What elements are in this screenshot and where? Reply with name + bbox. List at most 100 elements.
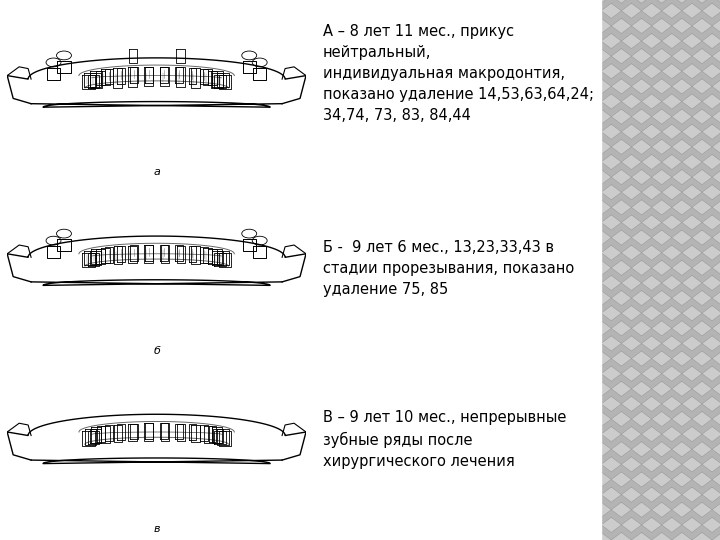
Polygon shape [601,396,621,411]
Polygon shape [702,427,720,442]
Polygon shape [631,260,652,275]
Polygon shape [652,49,672,64]
Polygon shape [631,170,652,185]
Polygon shape [642,124,662,139]
Polygon shape [682,306,702,321]
Polygon shape [652,291,672,306]
Polygon shape [642,487,662,502]
Polygon shape [662,306,682,321]
Polygon shape [702,3,720,18]
Polygon shape [621,154,642,170]
Polygon shape [642,245,662,260]
Polygon shape [662,185,682,200]
Polygon shape [672,411,692,427]
Polygon shape [642,396,662,411]
Polygon shape [712,442,720,457]
Polygon shape [631,291,652,306]
Polygon shape [692,0,712,3]
Polygon shape [591,472,611,487]
Polygon shape [631,472,652,487]
Polygon shape [601,154,621,170]
Polygon shape [611,230,631,245]
Polygon shape [621,517,642,532]
Polygon shape [692,230,712,245]
Polygon shape [571,260,591,275]
Polygon shape [631,0,652,3]
Polygon shape [621,33,642,49]
Polygon shape [652,79,672,94]
Polygon shape [611,109,631,124]
Polygon shape [682,124,702,139]
Polygon shape [672,260,692,275]
Polygon shape [662,366,682,381]
Polygon shape [682,366,702,381]
Polygon shape [662,33,682,49]
Polygon shape [591,200,611,215]
Polygon shape [621,185,642,200]
Polygon shape [672,49,692,64]
Polygon shape [642,215,662,230]
Polygon shape [702,185,720,200]
Polygon shape [692,532,712,540]
Polygon shape [702,64,720,79]
Polygon shape [642,154,662,170]
Polygon shape [712,200,720,215]
Polygon shape [601,457,621,472]
Polygon shape [652,18,672,33]
Polygon shape [672,321,692,336]
Polygon shape [591,230,611,245]
Polygon shape [682,487,702,502]
Polygon shape [631,502,652,517]
Polygon shape [611,532,631,540]
Polygon shape [702,487,720,502]
Polygon shape [662,487,682,502]
Polygon shape [662,3,682,18]
Polygon shape [621,215,642,230]
Polygon shape [601,215,621,230]
Polygon shape [672,502,692,517]
Polygon shape [712,411,720,427]
Text: в: в [153,524,160,534]
Polygon shape [581,33,601,49]
Polygon shape [601,427,621,442]
Polygon shape [601,306,621,321]
Polygon shape [621,275,642,291]
Polygon shape [591,0,611,3]
Polygon shape [692,49,712,64]
Polygon shape [642,366,662,381]
Polygon shape [591,170,611,185]
Polygon shape [672,532,692,540]
Polygon shape [621,457,642,472]
Polygon shape [601,124,621,139]
Polygon shape [682,33,702,49]
Polygon shape [611,321,631,336]
Polygon shape [631,79,652,94]
Polygon shape [581,215,601,230]
Bar [601,0,720,540]
Polygon shape [611,170,631,185]
Polygon shape [621,3,642,18]
Polygon shape [611,49,631,64]
Polygon shape [601,487,621,502]
Polygon shape [692,200,712,215]
Polygon shape [571,532,591,540]
Polygon shape [712,109,720,124]
Polygon shape [702,306,720,321]
Polygon shape [662,427,682,442]
Polygon shape [591,79,611,94]
Polygon shape [571,49,591,64]
Polygon shape [672,442,692,457]
Polygon shape [581,487,601,502]
Polygon shape [702,245,720,260]
Polygon shape [581,94,601,109]
Polygon shape [611,381,631,396]
Polygon shape [672,0,692,3]
Polygon shape [712,472,720,487]
Polygon shape [581,366,601,381]
Polygon shape [672,79,692,94]
Polygon shape [712,321,720,336]
Polygon shape [571,200,591,215]
Polygon shape [712,502,720,517]
Polygon shape [611,139,631,154]
Text: В – 9 лет 10 мес., непрерывные
зубные ряды после
хирургического лечения: В – 9 лет 10 мес., непрерывные зубные ря… [323,410,566,469]
